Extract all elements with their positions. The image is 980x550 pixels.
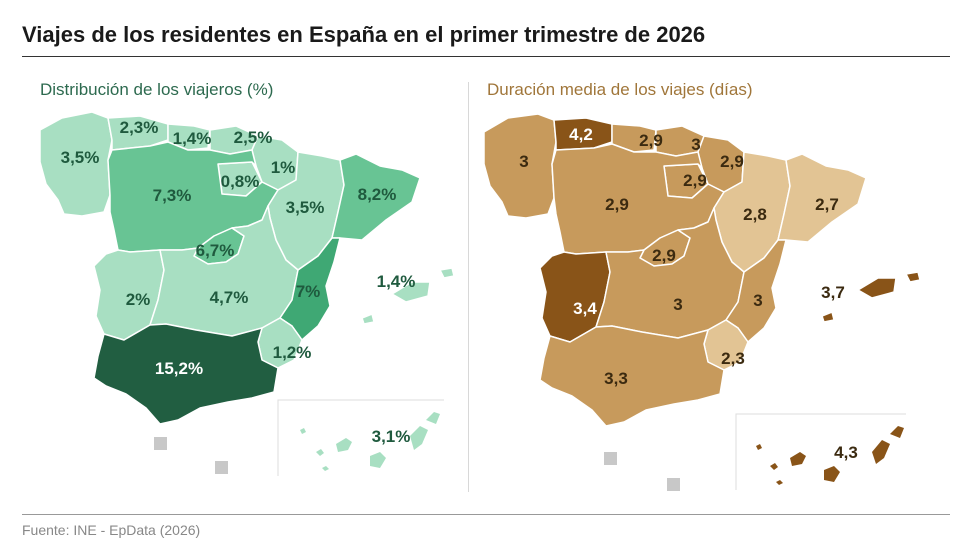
label-galicia: 3,5% (61, 148, 100, 167)
region-comunitat-valenciana[interactable] (279, 237, 341, 341)
region-cataluna[interactable] (777, 153, 867, 243)
region-cataluna[interactable] (331, 153, 421, 241)
region-andalucia[interactable] (539, 325, 725, 427)
region-cantabria[interactable] (167, 123, 211, 151)
region-pais-vasco[interactable] (209, 125, 259, 155)
label-castilla-la-mancha: 4,7% (210, 288, 249, 307)
region-extremadura[interactable] (539, 251, 611, 343)
region-asturias[interactable] (107, 115, 169, 151)
label-extremadura: 2% (126, 290, 151, 309)
legend-square (154, 437, 167, 450)
label-galicia: 3 (519, 152, 528, 171)
footer-rule (22, 514, 950, 515)
region-pais-vasco[interactable] (655, 125, 705, 157)
label-comunitat-valenciana: 7% (296, 282, 321, 301)
source-note: Fuente: INE - EpData (2026) (22, 522, 201, 538)
label-asturias: 4,2 (569, 125, 593, 144)
legend-square (215, 461, 228, 474)
label-cataluna: 8,2% (358, 185, 397, 204)
label-andalucia: 3,3 (604, 369, 628, 388)
label-castilla-leon: 2,9 (605, 195, 629, 214)
label-illes-balears: 1,4% (377, 272, 416, 291)
canarias-inset-frame (277, 399, 444, 476)
region-andalucia[interactable] (93, 323, 279, 425)
label-aragon: 2,8 (743, 205, 767, 224)
region-la-rioja[interactable] (217, 161, 263, 197)
region-aragon[interactable] (713, 151, 791, 273)
region-castilla-leon[interactable] (107, 141, 279, 253)
label-extremadura: 3,4 (573, 299, 597, 318)
label-pais-vasco: 2,5% (234, 128, 273, 147)
label-murcia: 1,2% (273, 343, 312, 362)
label-aragon: 3,5% (286, 198, 325, 217)
label-canarias: 4,3 (834, 443, 858, 462)
label-navarra: 1% (271, 158, 296, 177)
region-galicia[interactable] (483, 113, 557, 219)
chart-title: Viajes de los residentes en España en el… (22, 22, 706, 47)
label-castilla-leon: 7,3% (153, 186, 192, 205)
region-extremadura[interactable] (93, 249, 165, 341)
region-illes-balears[interactable] (361, 267, 455, 325)
region-la-rioja[interactable] (663, 163, 709, 199)
maps-divider (468, 82, 469, 492)
label-pais-vasco: 3 (691, 135, 700, 154)
region-navarra[interactable] (697, 135, 745, 193)
left-map-subtitle: Distribución de los viajeros (%) (40, 80, 274, 99)
legend-square (667, 478, 680, 491)
label-canarias: 3,1% (372, 427, 411, 446)
region-galicia[interactable] (39, 111, 113, 217)
label-navarra: 2,9 (720, 152, 744, 171)
label-la-rioja: 0,8% (221, 172, 260, 191)
label-comunitat-valenciana: 3 (753, 291, 762, 310)
region-madrid[interactable] (639, 229, 691, 267)
label-asturias: 2,3% (120, 118, 159, 137)
region-cantabria[interactable] (611, 123, 657, 153)
legend-square (604, 452, 617, 465)
label-andalucia: 15,2% (155, 359, 203, 378)
canarias-inset-frame (735, 413, 906, 490)
region-castilla-la-mancha[interactable] (595, 207, 745, 339)
region-aragon[interactable] (267, 151, 345, 271)
region-castilla-leon[interactable] (551, 143, 725, 255)
label-la-rioja: 2,9 (683, 171, 707, 190)
label-cantabria: 1,4% (173, 129, 212, 148)
region-navarra[interactable] (251, 135, 299, 191)
label-madrid: 2,9 (652, 246, 676, 265)
title-rule (22, 56, 950, 57)
region-illes-balears[interactable] (821, 271, 921, 323)
region-madrid[interactable] (193, 227, 245, 265)
right-map-subtitle: Duración media de los viajes (días) (487, 80, 753, 99)
region-murcia[interactable] (703, 319, 749, 371)
region-murcia[interactable] (257, 317, 303, 369)
region-comunitat-valenciana[interactable] (725, 239, 787, 343)
region-canarias[interactable] (756, 426, 904, 485)
label-murcia: 2,3 (721, 349, 745, 368)
label-madrid: 6,7% (196, 241, 235, 260)
label-illes-balears: 3,7 (821, 283, 845, 302)
region-castilla-la-mancha[interactable] (149, 205, 299, 337)
label-cantabria: 2,9 (639, 131, 663, 150)
label-cataluna: 2,7 (815, 195, 839, 214)
region-canarias[interactable] (300, 412, 440, 471)
label-castilla-la-mancha: 3 (673, 295, 682, 314)
region-asturias[interactable] (553, 117, 613, 151)
